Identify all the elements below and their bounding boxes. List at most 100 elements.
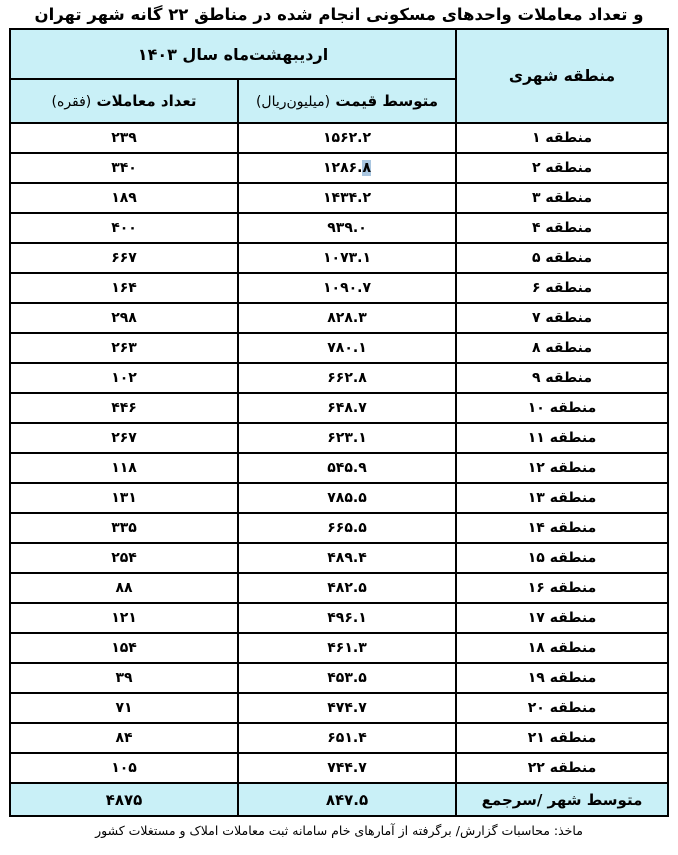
price-cell: ۶۶۲.۸: [237, 362, 458, 394]
transactions-table: منطقه شهری اردیبهشت‌ماه سال ۱۴۰۳ متوسط ق…: [8, 28, 670, 817]
table-row: منطقه ۱۶ ۴۸۲.۵ ۸۸: [8, 572, 670, 604]
price-cell: ۱۰۷۳.۱: [237, 242, 458, 274]
price-cell: ۴۹۶.۱: [237, 602, 458, 634]
count-cell: ۲۹۸: [8, 302, 240, 334]
table-row: منطقه ۹ ۶۶۲.۸ ۱۰۲: [8, 362, 670, 394]
table-row: منطقه ۱۷ ۴۹۶.۱ ۱۲۱: [8, 602, 670, 634]
table-row: منطقه ۱۸ ۴۶۱.۳ ۱۵۴: [8, 632, 670, 664]
count-cell: ۲۶۷: [8, 422, 240, 454]
count-cell: ۳۴۰: [8, 152, 240, 184]
table-row: منطقه ۶ ۱۰۹۰.۷ ۱۶۴: [8, 272, 670, 304]
region-cell: منطقه ۱۷: [455, 602, 670, 634]
count-cell: ۸۴: [8, 722, 240, 754]
count-cell: ۷۱: [8, 692, 240, 724]
count-cell: ۳۹: [8, 662, 240, 694]
price-cell: ۱۴۳۴.۲: [237, 182, 458, 214]
region-cell: منطقه ۹: [455, 362, 670, 394]
total-row: متوسط شهر /سرجمع ۸۴۷.۵ ۴۸۷۵: [8, 782, 670, 817]
region-cell: منطقه ۵: [455, 242, 670, 274]
table-row: منطقه ۱۰ ۶۴۸.۷ ۴۴۶: [8, 392, 670, 424]
count-cell: ۲۶۳: [8, 332, 240, 364]
region-cell: منطقه ۴: [455, 212, 670, 244]
count-header-label: تعداد معاملات: [96, 92, 197, 110]
price-cell: ۶۴۸.۷: [237, 392, 458, 424]
table-row: منطقه ۲۱ ۶۵۱.۴ ۸۴: [8, 722, 670, 754]
price-cell: ۴۸۲.۵: [237, 572, 458, 604]
total-label: متوسط شهر /سرجمع: [455, 782, 670, 817]
count-cell: ۱۱۸: [8, 452, 240, 484]
price-cell: ۵۴۵.۹: [237, 452, 458, 484]
region-cell: منطقه ۱۳: [455, 482, 670, 514]
price-header-unit: (میلیون‌ریال): [255, 94, 331, 110]
price-cell: ۸۲۸.۳: [237, 302, 458, 334]
region-cell: منطقه ۱۸: [455, 632, 670, 664]
table-row: منطقه ۱۲ ۵۴۵.۹ ۱۱۸: [8, 452, 670, 484]
period-header: اردیبهشت‌ماه سال ۱۴۰۳: [8, 28, 458, 80]
region-cell: منطقه ۷: [455, 302, 670, 334]
count-cell: ۴۴۶: [8, 392, 240, 424]
total-count-cell: ۴۸۷۵: [8, 782, 240, 817]
table-row: منطقه ۱۵ ۴۸۹.۴ ۲۵۴: [8, 542, 670, 574]
price-header-label: متوسط قیمت: [335, 92, 439, 110]
table-row: منطقه ۴ ۹۳۹.۰ ۴۰۰: [8, 212, 670, 244]
price-cell: ۱۵۶۲.۲: [237, 122, 458, 154]
table-row: منطقه ۳ ۱۴۳۴.۲ ۱۸۹: [8, 182, 670, 214]
price-cell: ۱۰۹۰.۷: [237, 272, 458, 304]
region-cell: منطقه ۲۱: [455, 722, 670, 754]
count-cell: ۶۶۷: [8, 242, 240, 274]
price-cell: ۴۶۱.۳: [237, 632, 458, 664]
table-row: منطقه ۷ ۸۲۸.۳ ۲۹۸: [8, 302, 670, 334]
count-cell: ۱۶۴: [8, 272, 240, 304]
region-cell: منطقه ۸: [455, 332, 670, 364]
region-cell: منطقه ۱۲: [455, 452, 670, 484]
region-cell: منطقه ۲۲: [455, 752, 670, 784]
table-row: منطقه ۱۱ ۶۲۳.۱ ۲۶۷: [8, 422, 670, 454]
count-cell: ۱۰۵: [8, 752, 240, 784]
table-row: منطقه ۲ ۱۲۸۶.۸ ۳۴۰: [8, 152, 670, 184]
price-cell: ۴۵۳.۵: [237, 662, 458, 694]
region-cell: منطقه ۱۱: [455, 422, 670, 454]
header-row-period: منطقه شهری اردیبهشت‌ماه سال ۱۴۰۳: [8, 28, 670, 124]
count-cell: ۴۰۰: [8, 212, 240, 244]
table-row: منطقه ۱۳ ۷۸۵.۵ ۱۳۱: [8, 482, 670, 514]
price-cell: ۶۵۱.۴: [237, 722, 458, 754]
price-cell: ۴۷۴.۷: [237, 692, 458, 724]
count-cell: ۳۳۵: [8, 512, 240, 544]
region-cell: منطقه ۶: [455, 272, 670, 304]
table-row: منطقه ۱ ۱۵۶۲.۲ ۲۳۹: [8, 122, 670, 154]
count-cell: ۱۸۹: [8, 182, 240, 214]
total-price-cell: ۸۴۷.۵: [237, 782, 458, 817]
region-cell: منطقه ۱۴: [455, 512, 670, 544]
region-cell: منطقه ۳: [455, 182, 670, 214]
table-row: منطقه ۱۴ ۶۶۵.۵ ۳۳۵: [8, 512, 670, 544]
count-cell: ۱۳۱: [8, 482, 240, 514]
price-cell: ۷۸۰.۱: [237, 332, 458, 364]
count-header-unit: (فقره): [51, 94, 92, 110]
region-cell: منطقه ۱۹: [455, 662, 670, 694]
header-row-columns: متوسط قیمت (میلیون‌ریال) تعداد معاملات (…: [8, 78, 668, 124]
source-note: ماخذ: محاسبات گزارش/ برگرفته از آمارهای …: [95, 823, 583, 838]
table-row: منطقه ۵ ۱۰۷۳.۱ ۶۶۷: [8, 242, 670, 274]
price-cell: ۷۴۴.۷: [237, 752, 458, 784]
price-cell: ۴۸۹.۴: [237, 542, 458, 574]
price-cell: ۱۲۸۶.۸: [237, 152, 458, 184]
price-cell: ۶۶۵.۵: [237, 512, 458, 544]
price-cell: ۶۲۳.۱: [237, 422, 458, 454]
count-cell: ۱۵۴: [8, 632, 240, 664]
region-cell: منطقه ۲: [455, 152, 670, 184]
region-cell: منطقه ۱۶: [455, 572, 670, 604]
region-cell: منطقه ۱۰: [455, 392, 670, 424]
count-cell: ۱۲۱: [8, 602, 240, 634]
count-cell: ۸۸: [8, 572, 240, 604]
table-row: منطقه ۱۹ ۴۵۳.۵ ۳۹: [8, 662, 670, 694]
column-header-price: متوسط قیمت (میلیون‌ریال): [237, 78, 458, 124]
page-title: و تعداد معاملات واحدهای مسکونی انجام شده…: [34, 5, 644, 24]
price-cell: ۹۳۹.۰: [237, 212, 458, 244]
column-header-count: تعداد معاملات (فقره): [8, 78, 240, 124]
count-cell: ۱۰۲: [8, 362, 240, 394]
region-cell: منطقه ۱: [455, 122, 670, 154]
price-cell: ۷۸۵.۵: [237, 482, 458, 514]
region-cell: منطقه ۲۰: [455, 692, 670, 724]
